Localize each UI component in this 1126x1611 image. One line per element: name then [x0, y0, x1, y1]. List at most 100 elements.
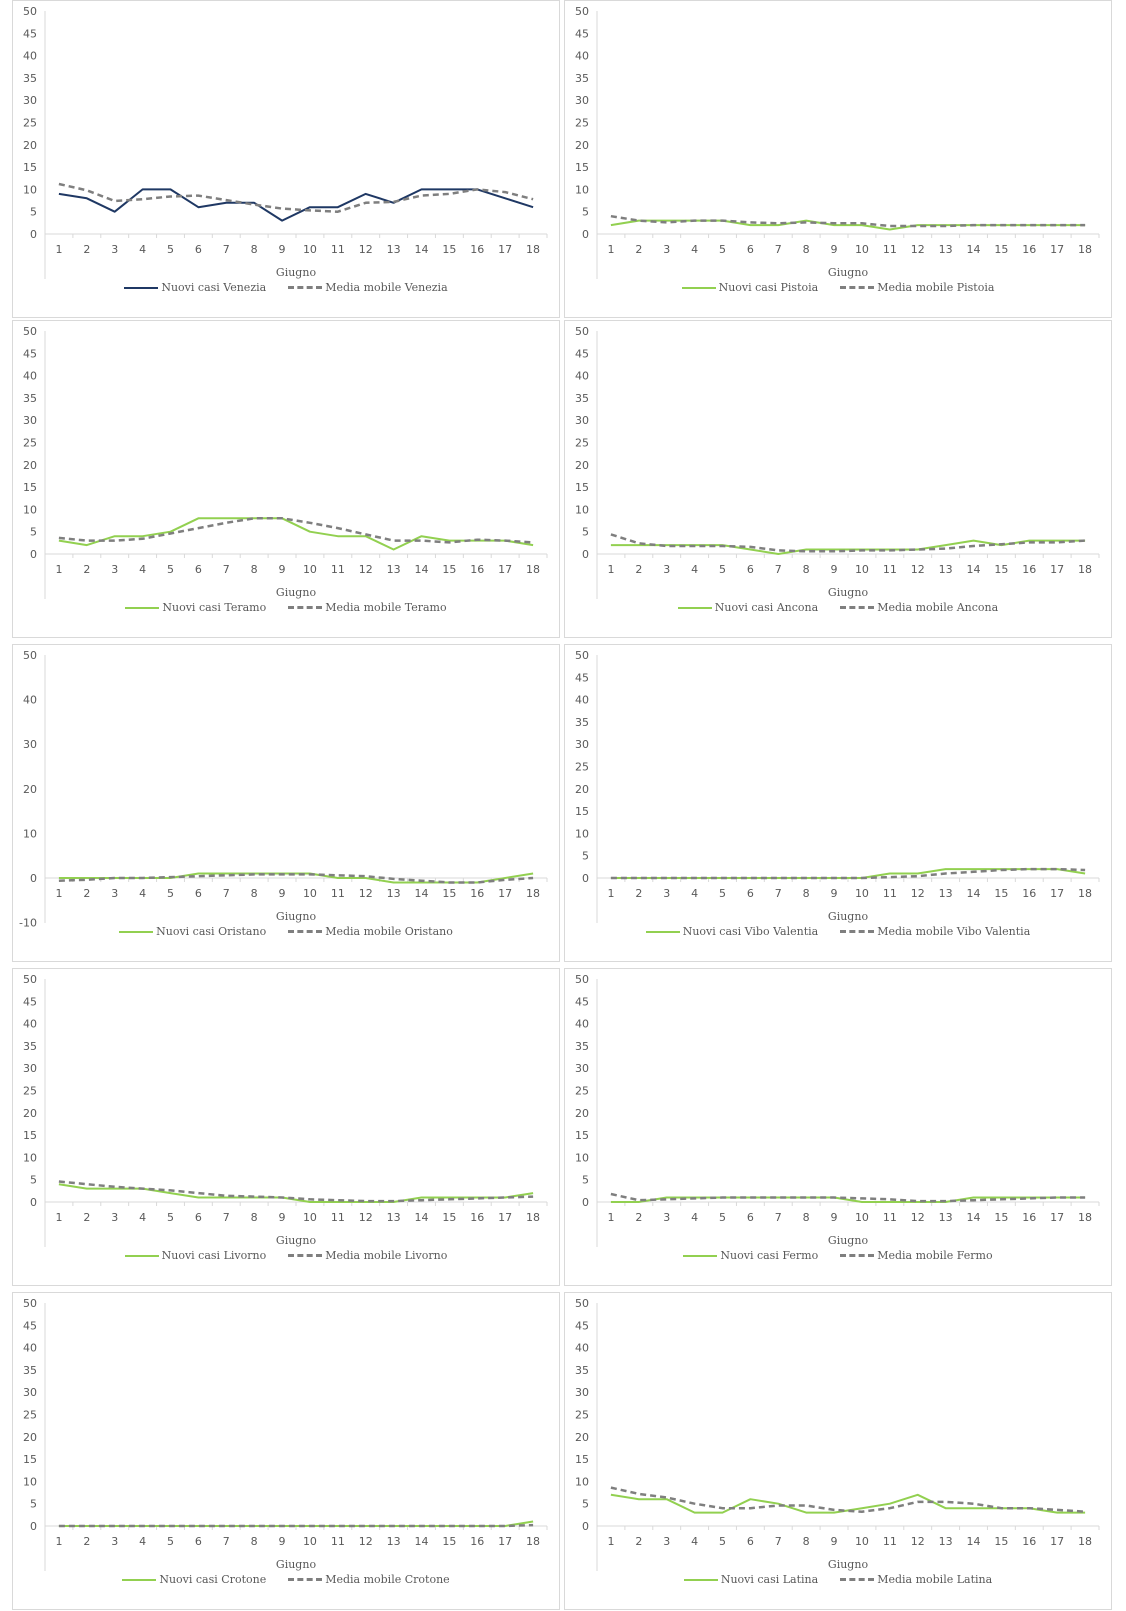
- x-tick-label: 6: [747, 887, 754, 900]
- x-tick-label: 12: [911, 1211, 925, 1224]
- x-tick-label: 6: [195, 887, 202, 900]
- x-tick-label: 9: [831, 1211, 838, 1224]
- x-tick-label: 6: [195, 563, 202, 576]
- legend-label: Nuovi casi Teramo: [162, 601, 267, 614]
- legend-label: Nuovi casi Vibo Valentia: [682, 925, 819, 938]
- chart-panel: 0 5 10 15 20 25 30 35 40 45 50 1 2 3 4 5 6 7 8 9 10 11 12 13 14 1…: [12, 0, 560, 318]
- x-tick-label: 16: [470, 563, 484, 576]
- y-tick-label: 5: [582, 850, 589, 863]
- x-tick-label: 11: [331, 563, 345, 576]
- y-tick-label: 5: [30, 1498, 37, 1511]
- y-tick-label: 30: [23, 1062, 37, 1075]
- x-tick-label: 9: [279, 1535, 286, 1548]
- legend-swatch: [288, 930, 323, 933]
- legend-swatch: [288, 606, 323, 609]
- x-axis-title: Giugno: [828, 910, 869, 923]
- moving-average-line: [610, 1486, 1086, 1513]
- y-tick-label: 35: [575, 72, 589, 85]
- y-tick-label: 10: [575, 1475, 589, 1488]
- y-tick-label: 20: [575, 783, 589, 796]
- x-tick-label: 7: [775, 243, 782, 256]
- legend-label: Nuovi casi Fermo: [720, 1249, 819, 1262]
- y-tick-label: 50: [575, 649, 589, 662]
- x-tick-label: 1: [607, 1211, 614, 1224]
- x-tick-label: 7: [223, 887, 230, 900]
- x-tick-label: 17: [498, 887, 512, 900]
- x-tick-label: 9: [831, 243, 838, 256]
- x-tick-label: 10: [855, 563, 869, 576]
- x-tick-label: 6: [747, 1535, 754, 1548]
- x-tick-label: 13: [939, 1535, 953, 1548]
- moving-average-line: [58, 182, 534, 213]
- y-tick-label: 25: [575, 761, 589, 774]
- x-tick-label: 11: [883, 563, 897, 576]
- x-tick-label: 9: [279, 243, 286, 256]
- y-tick-label: 10: [575, 1151, 589, 1164]
- x-tick-label: 14: [967, 887, 981, 900]
- y-tick-label: 40: [23, 50, 37, 63]
- x-tick-label: 15: [994, 1211, 1008, 1224]
- x-tick-label: 11: [883, 887, 897, 900]
- x-tick-label: 9: [831, 563, 838, 576]
- y-tick-label: 45: [575, 671, 589, 684]
- legend-label: Media mobile Venezia: [325, 281, 448, 294]
- y-tick-label: 35: [23, 392, 37, 405]
- moving-average-line: [610, 533, 1086, 553]
- x-tick-label: 15: [994, 243, 1008, 256]
- legend-swatch: [122, 1578, 157, 1581]
- legend-item: Nuovi casi Crotone: [122, 1573, 266, 1586]
- x-tick-label: 3: [111, 563, 118, 576]
- x-tick-label: 7: [223, 1211, 230, 1224]
- chart-panel: 0 5 10 15 20 25 30 35 40 45 50 1 2 3 4 5 6 7 8 9 10 11 12 13 14 1…: [12, 968, 560, 1286]
- x-tick-label: 11: [331, 1535, 345, 1548]
- x-tick-label: 15: [994, 563, 1008, 576]
- x-tick-label: 15: [442, 887, 456, 900]
- x-tick-label: 5: [719, 243, 726, 256]
- x-axis-title: Giugno: [828, 586, 869, 599]
- y-tick-label: 5: [582, 1498, 589, 1511]
- y-tick-label: 25: [23, 1409, 37, 1422]
- x-tick-label: 6: [747, 243, 754, 256]
- y-tick-label: 50: [23, 1297, 37, 1310]
- x-tick-label: 2: [635, 887, 642, 900]
- y-tick-label: 25: [575, 117, 589, 130]
- x-tick-label: 3: [663, 243, 670, 256]
- x-tick-label: 5: [167, 243, 174, 256]
- x-tick-label: 16: [1022, 243, 1036, 256]
- y-tick-label: 10: [575, 503, 589, 516]
- x-tick-label: 18: [526, 563, 540, 576]
- legend-swatch: [288, 1254, 323, 1257]
- x-tick-label: 12: [359, 563, 373, 576]
- x-tick-label: 12: [359, 887, 373, 900]
- y-tick-label: 50: [575, 973, 589, 986]
- x-tick-label: 17: [498, 243, 512, 256]
- x-tick-label: 7: [223, 1535, 230, 1548]
- y-tick-label: 50: [575, 325, 589, 338]
- y-tick-label: 35: [23, 1040, 37, 1053]
- x-tick-label: 5: [167, 1211, 174, 1224]
- y-tick-label: 40: [23, 1018, 37, 1031]
- x-tick-label: 16: [470, 1211, 484, 1224]
- x-tick-label: 2: [635, 1535, 642, 1548]
- x-tick-label: 9: [831, 1535, 838, 1548]
- chart-legend: Nuovi casi Crotone Media mobile Crotone: [13, 1573, 559, 1586]
- x-tick-label: 12: [359, 243, 373, 256]
- x-tick-label: 7: [775, 887, 782, 900]
- y-tick-label: 50: [23, 649, 37, 662]
- x-tick-label: 10: [303, 563, 317, 576]
- x-tick-label: 18: [1078, 1535, 1092, 1548]
- y-tick-label: 0: [30, 548, 37, 561]
- x-tick-label: 10: [855, 243, 869, 256]
- x-tick-label: 1: [607, 243, 614, 256]
- x-tick-label: 7: [775, 1535, 782, 1548]
- y-tick-label: 20: [575, 139, 589, 152]
- x-tick-label: 1: [55, 563, 62, 576]
- y-tick-label: 25: [23, 437, 37, 450]
- legend-swatch: [840, 286, 875, 289]
- y-tick-label: 40: [23, 694, 37, 707]
- legend-label: Nuovi casi Crotone: [159, 1573, 267, 1586]
- y-tick-label: 30: [575, 1386, 589, 1399]
